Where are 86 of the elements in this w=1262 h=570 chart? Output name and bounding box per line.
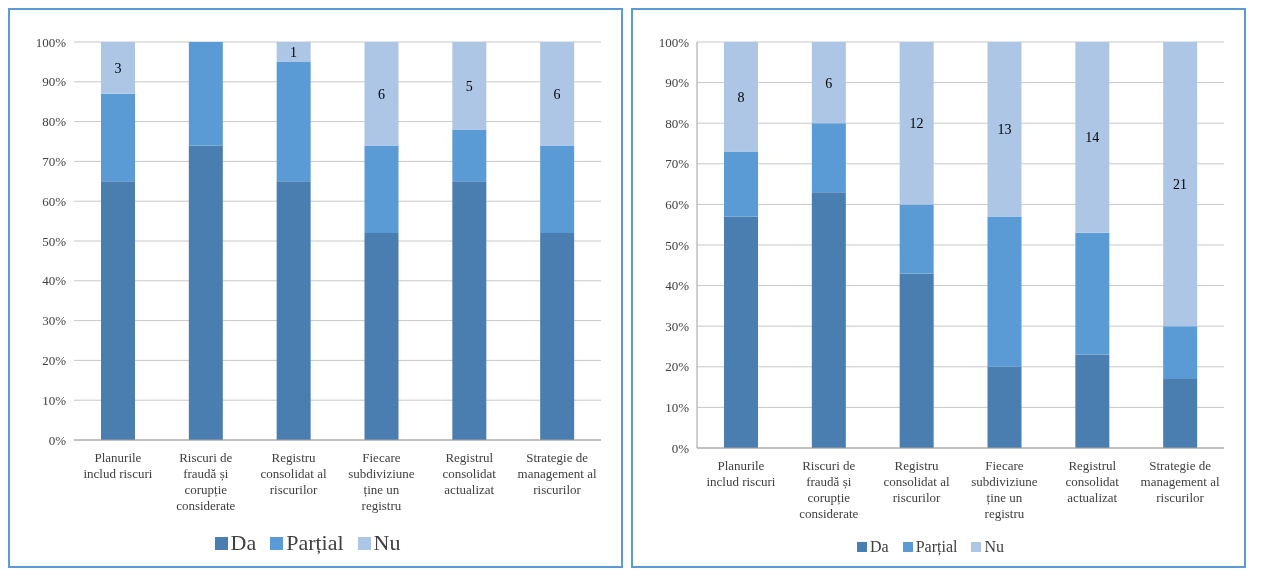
bar	[452, 181, 487, 440]
bar	[364, 233, 399, 440]
bar	[1163, 326, 1198, 379]
bar	[540, 145, 575, 234]
y-tick-label: 10%	[665, 400, 690, 416]
bar	[724, 42, 758, 152]
legend-label: Da	[869, 538, 889, 556]
y-tick-label: 50%	[42, 233, 67, 249]
bar	[540, 42, 575, 146]
annotation: 3	[114, 60, 122, 76]
x-tick-label: Strategie de management al riscurilor	[517, 450, 597, 497]
bar	[540, 233, 575, 440]
x-tick-label: Riscuri de fraudă și corupție considerate	[799, 458, 859, 521]
bar	[1163, 378, 1198, 448]
bar	[811, 42, 846, 124]
bar	[1075, 232, 1110, 355]
bar	[899, 42, 934, 205]
bar	[987, 216, 1022, 367]
bar	[724, 216, 758, 448]
legend-label: Nu	[372, 530, 401, 556]
x-tick-label: Registrul consolidat actualizat	[1065, 458, 1120, 505]
y-tick-label: 30%	[665, 318, 690, 334]
bar	[899, 273, 934, 448]
y-tick-label: 40%	[42, 273, 67, 289]
y-tick-label: 50%	[665, 237, 690, 253]
x-tick-label: Riscuri de fraudă și corupție considerate	[176, 450, 236, 513]
bar	[1163, 42, 1198, 327]
bar	[811, 192, 846, 448]
x-tick-label: Registrul consolidat actualizat	[442, 450, 497, 497]
annotation: 5	[465, 78, 473, 94]
x-tick-label: Registru consolidat al riscurilor	[883, 458, 950, 505]
y-tick-label: 0%	[48, 432, 67, 448]
annotation: 14	[1085, 130, 1100, 146]
bar	[188, 145, 223, 440]
bar	[987, 366, 1022, 448]
bar	[899, 204, 934, 274]
legend-label: Da	[229, 530, 257, 556]
legend-label: Parțial	[914, 538, 958, 556]
y-tick-label: 60%	[42, 193, 67, 209]
x-tick-label: Planurile includ riscuri	[706, 458, 776, 489]
bar	[188, 42, 223, 146]
y-tick-label: 60%	[665, 197, 690, 213]
annotation: 8	[737, 89, 745, 105]
x-tick-label: Fiecare subdiviziune ține un registru	[348, 450, 415, 513]
y-tick-label: 100%	[35, 34, 67, 50]
y-tick-label: 80%	[42, 114, 67, 130]
y-tick-label: 10%	[42, 392, 67, 408]
y-tick-label: 70%	[665, 156, 690, 172]
bar	[276, 61, 311, 182]
legend-label: Nu	[983, 538, 1004, 556]
annotation: 13	[997, 122, 1012, 138]
bar	[811, 123, 846, 193]
legend-label: Parțial	[285, 530, 344, 556]
annotation: 12	[909, 116, 924, 132]
annotation: 6	[825, 75, 833, 91]
x-tick-label: Registru consolidat al riscurilor	[260, 450, 327, 497]
y-tick-label: 90%	[42, 74, 67, 90]
bar	[276, 42, 311, 62]
y-tick-label: 20%	[665, 359, 690, 375]
x-tick-label: Planurile includ riscuri	[83, 450, 153, 481]
y-tick-label: 80%	[665, 115, 690, 131]
y-tick-label: 90%	[665, 75, 690, 91]
x-tick-label: Fiecare subdiviziune ține un registru	[971, 458, 1038, 521]
bar	[452, 42, 487, 130]
y-tick-label: 30%	[42, 313, 67, 329]
annotation: 21	[1173, 177, 1188, 193]
bar	[724, 151, 758, 217]
bar	[452, 129, 487, 182]
bar	[276, 181, 311, 440]
annotation: 1	[290, 44, 298, 60]
y-tick-label: 40%	[665, 278, 690, 294]
bar	[101, 181, 135, 440]
x-tick-label: Strategie de management al riscurilor	[1140, 458, 1220, 505]
bar	[364, 42, 399, 146]
y-tick-label: 20%	[42, 353, 67, 369]
y-tick-label: 0%	[671, 440, 690, 456]
annotation: 6	[377, 86, 385, 102]
bar	[1075, 42, 1110, 233]
bar	[987, 42, 1022, 217]
annotation: 6	[553, 86, 561, 102]
bar	[101, 42, 135, 94]
bar	[1075, 354, 1110, 448]
bar	[364, 145, 399, 234]
y-tick-label: 70%	[42, 154, 67, 170]
bar	[101, 93, 135, 182]
y-tick-label: 100%	[658, 34, 690, 50]
